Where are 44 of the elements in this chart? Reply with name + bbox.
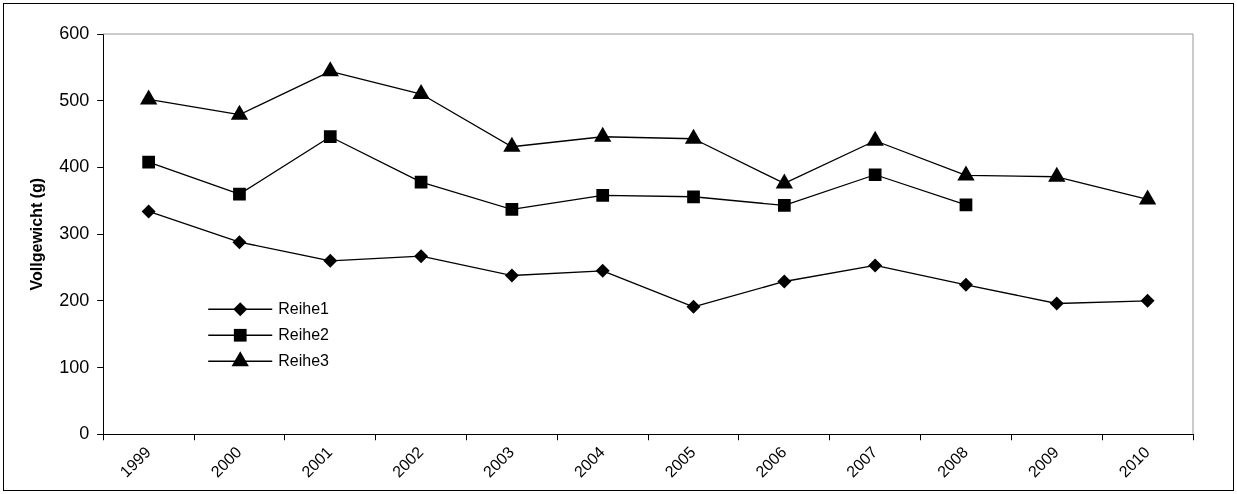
point (1048, 166, 1066, 182)
y-tick-label: 300 (59, 223, 90, 244)
point (321, 61, 339, 77)
point (232, 235, 247, 250)
point (866, 130, 884, 146)
point (139, 89, 158, 105)
y-tick-label: 600 (59, 22, 90, 43)
legend-label: Reihe1 (278, 299, 330, 317)
point (684, 128, 703, 144)
point (594, 126, 612, 142)
point (595, 263, 610, 278)
point (323, 253, 338, 268)
legend-label: Reihe3 (278, 351, 330, 369)
point (686, 299, 701, 314)
point (596, 189, 610, 202)
legend-label: Reihe2 (278, 325, 330, 343)
point (233, 187, 246, 201)
point (323, 130, 337, 144)
y-axis-title: Vollgewicht (g) (28, 177, 46, 291)
y-tick-label: 200 (59, 289, 90, 310)
point (1049, 296, 1064, 311)
point (141, 204, 156, 219)
y-tick-label: 500 (59, 89, 90, 110)
point (957, 165, 975, 181)
y-tick-label: 100 (59, 356, 90, 377)
point (505, 203, 519, 216)
point (777, 199, 791, 212)
point (503, 136, 521, 152)
point (958, 277, 973, 292)
point (414, 249, 429, 264)
point (142, 155, 155, 169)
point (775, 173, 793, 189)
point (412, 84, 430, 100)
point (777, 274, 792, 289)
y-tick-label: 0 (79, 423, 90, 444)
point (1140, 293, 1155, 308)
point (868, 168, 882, 182)
point (687, 190, 700, 204)
point (1138, 189, 1157, 205)
point (868, 258, 883, 273)
point (230, 104, 249, 120)
point (504, 268, 519, 283)
point (959, 198, 973, 212)
y-tick-label: 400 (59, 156, 90, 177)
